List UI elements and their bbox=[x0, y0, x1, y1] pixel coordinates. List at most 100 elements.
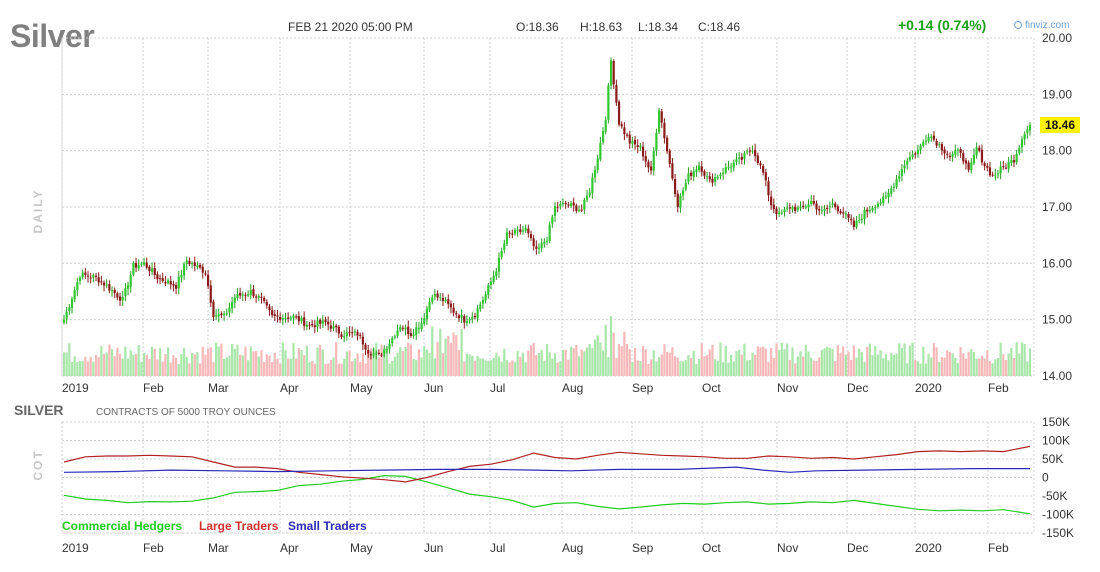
candle-body bbox=[970, 162, 973, 171]
brand-link[interactable]: finviz.com bbox=[1014, 20, 1069, 31]
volume-bar bbox=[353, 358, 356, 376]
candle-body bbox=[225, 313, 228, 315]
candle-body bbox=[700, 166, 703, 173]
volume-bar bbox=[319, 344, 322, 376]
volume-bar bbox=[81, 360, 84, 376]
candle-body bbox=[964, 160, 968, 164]
candle-body bbox=[348, 332, 351, 334]
cot-y-tick: -100K bbox=[1042, 508, 1074, 522]
volume-bar bbox=[289, 358, 292, 376]
candle-body bbox=[607, 85, 610, 120]
volume-bar bbox=[714, 359, 717, 376]
volume-bar bbox=[206, 348, 210, 376]
candle-body bbox=[249, 289, 252, 295]
candle-body bbox=[201, 266, 204, 273]
candle-body bbox=[567, 204, 570, 206]
candle-body bbox=[871, 208, 874, 211]
candle-body bbox=[585, 195, 589, 200]
volume-bar bbox=[930, 357, 933, 376]
volume-bar bbox=[583, 351, 586, 376]
volume-bar bbox=[489, 360, 493, 376]
candle-body bbox=[337, 326, 340, 334]
volume-bar bbox=[535, 355, 538, 376]
volume-bar bbox=[900, 347, 904, 376]
candle-body bbox=[924, 140, 928, 142]
cot-lines[interactable] bbox=[63, 445, 1031, 515]
volume-bar bbox=[177, 363, 180, 376]
candle-body bbox=[850, 218, 853, 221]
candle-body bbox=[204, 273, 207, 275]
volume-bar bbox=[271, 362, 274, 376]
candle-body bbox=[140, 263, 143, 265]
candle-body bbox=[908, 156, 912, 161]
volume-bar bbox=[268, 355, 271, 376]
candle-body bbox=[190, 263, 194, 265]
volume-bar bbox=[249, 346, 252, 376]
volume-bar bbox=[148, 359, 151, 376]
cot-x-tick: Dec bbox=[847, 541, 868, 555]
candle-body bbox=[377, 352, 380, 354]
volume-bar bbox=[156, 359, 159, 376]
volume-bar bbox=[996, 358, 1000, 376]
volume-bar bbox=[892, 354, 896, 376]
volume-bar bbox=[399, 347, 402, 376]
volume-bar bbox=[588, 344, 591, 376]
volume-bar bbox=[110, 349, 114, 376]
candle-body bbox=[313, 325, 316, 328]
volume-bar bbox=[508, 362, 511, 376]
cot-y-tick: -50K bbox=[1042, 489, 1067, 503]
volume-bar bbox=[716, 360, 719, 376]
cot-line-commercial-hedgers bbox=[63, 474, 1031, 515]
volume-bar bbox=[625, 343, 629, 376]
candle-body bbox=[754, 149, 757, 157]
price-x-tick: Feb bbox=[988, 381, 1009, 395]
candle-body bbox=[468, 318, 471, 321]
volume-bar bbox=[100, 346, 103, 376]
candle-body bbox=[681, 190, 685, 196]
volume-bar bbox=[166, 347, 170, 376]
candle-body bbox=[415, 327, 418, 336]
volume-bar bbox=[999, 342, 1002, 376]
candle-body bbox=[671, 163, 674, 179]
volume-bar bbox=[516, 351, 519, 376]
volume-bar bbox=[847, 351, 850, 376]
volume-bar bbox=[657, 357, 661, 376]
volume-bar bbox=[636, 360, 639, 376]
candle-body bbox=[812, 201, 815, 204]
volume-bar bbox=[876, 354, 879, 376]
volume-bar bbox=[991, 363, 994, 376]
volume-bar bbox=[890, 353, 893, 376]
candle-body bbox=[329, 325, 332, 329]
candle-body bbox=[727, 166, 730, 168]
candle-body bbox=[118, 296, 122, 301]
price-y-tick: 14.00 bbox=[1042, 369, 1072, 383]
candle-body bbox=[1026, 129, 1029, 134]
volume-bar bbox=[663, 344, 666, 376]
candle-body bbox=[385, 348, 388, 350]
candle-body bbox=[647, 161, 650, 168]
volume-bar bbox=[444, 338, 447, 376]
candle-body bbox=[263, 298, 266, 302]
volume-bar bbox=[906, 363, 909, 376]
volume-bar bbox=[882, 358, 885, 376]
candle-body bbox=[105, 284, 108, 286]
volume-bar bbox=[639, 361, 642, 376]
volume-bar bbox=[359, 361, 362, 376]
volume-bar bbox=[727, 362, 730, 376]
candle-body bbox=[788, 207, 791, 209]
candle-body bbox=[842, 212, 845, 214]
price-candles[interactable] bbox=[62, 57, 1032, 360]
volume-bar bbox=[964, 358, 968, 376]
volume-bar bbox=[201, 346, 204, 376]
volume-bar bbox=[495, 353, 498, 376]
volume-bar bbox=[687, 355, 690, 376]
candle-body bbox=[1004, 167, 1008, 169]
volume-bar bbox=[810, 357, 813, 376]
candle-body bbox=[935, 140, 938, 146]
candle-body bbox=[946, 153, 949, 155]
candle-body bbox=[383, 349, 386, 355]
volume-bar bbox=[182, 348, 186, 376]
volume-bar bbox=[94, 354, 98, 376]
volume-bar bbox=[988, 360, 992, 376]
candle-body bbox=[292, 315, 295, 319]
